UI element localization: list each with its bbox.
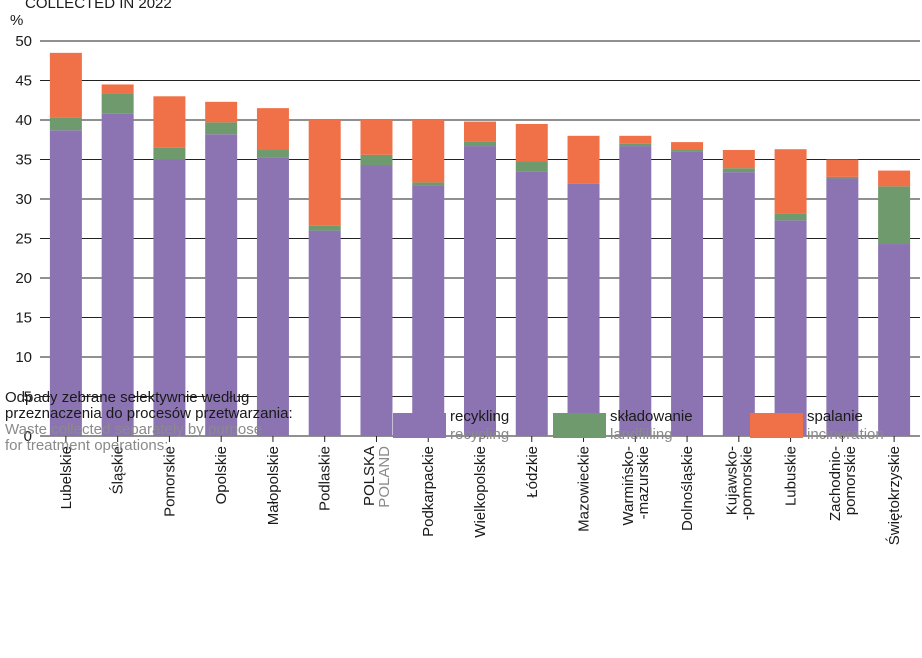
bar-segment: [826, 176, 859, 179]
bar-segment: [774, 149, 807, 214]
bar-segment: [619, 135, 652, 144]
y-tick-label: 10: [15, 349, 32, 366]
bar-segment: [722, 150, 755, 169]
top-text: COLLECTED IN 2022: [25, 0, 172, 12]
bar-segment: [49, 117, 82, 131]
y-tick-label: 40: [15, 112, 32, 129]
legend-swatch: [553, 413, 606, 438]
bar-segment: [205, 122, 238, 135]
bar-segment: [308, 225, 341, 231]
x-tick-label: Łódzkie: [524, 446, 541, 498]
bar-segment: [464, 121, 496, 142]
bar-segment: [256, 108, 289, 151]
x-tick-label: Opolskie: [213, 446, 230, 504]
bar-segment: [878, 244, 911, 436]
x-tick-label: -pomorskie: [738, 446, 755, 520]
bar-segment: [412, 182, 445, 186]
x-tick-label: Podkarpackie: [420, 446, 437, 537]
bar-segment: [515, 171, 548, 436]
bar-segment: [256, 150, 289, 158]
y-tick-label: 20: [15, 270, 32, 287]
bar-segment: [515, 123, 548, 162]
legend-label-en: recycling: [450, 426, 509, 443]
y-tick-label: 45: [15, 73, 32, 90]
x-tick-label: pomorskie: [842, 446, 859, 515]
legend-title: for treatment operations:: [5, 437, 168, 454]
bar-segment: [619, 143, 652, 147]
bar-segment: [205, 101, 238, 123]
y-tick-label: 15: [15, 310, 32, 327]
bar-segment: [567, 183, 600, 184]
bar-segment: [153, 159, 186, 436]
bar-segment: [671, 142, 704, 151]
x-tick-label: Warmińsko-: [620, 446, 637, 525]
bar-segment: [464, 141, 496, 147]
x-tick-label: Lubelskie: [58, 446, 75, 509]
x-tick-label: Kujawsko-: [723, 446, 740, 515]
bar-segment: [567, 135, 600, 184]
bar-segment: [464, 146, 496, 436]
y-tick-label: 25: [15, 231, 32, 248]
bar-segment: [412, 120, 445, 183]
legend-swatch: [750, 413, 803, 438]
bar-segment: [671, 150, 704, 152]
bar-segment: [308, 120, 341, 226]
x-tick-label: Świętokrzyskie: [885, 446, 903, 545]
bar-segment: [722, 168, 755, 173]
bar-segment: [49, 130, 82, 436]
x-tick-label: Dolnośląskie: [679, 446, 696, 531]
bar-segment: [101, 113, 134, 437]
y-tick-label: 5: [24, 389, 32, 406]
x-tick-label: Pomorskie: [161, 446, 178, 517]
x-tick-label: POLSKA: [361, 446, 378, 506]
legend-swatch: [393, 413, 446, 438]
bar-segment: [49, 52, 82, 118]
bar-segment: [774, 220, 807, 436]
legend-label-en: landfilling: [610, 426, 673, 443]
bar-segment: [515, 161, 548, 172]
bar-segment: [826, 178, 859, 436]
bar-segment: [567, 183, 600, 436]
bar-segment: [205, 134, 238, 436]
legend-title: Odpady zebrane selektywnie według: [5, 389, 249, 406]
bar-segment: [774, 213, 807, 221]
x-tick-label: Lubuskie: [783, 446, 800, 506]
bar-segment: [412, 185, 445, 436]
x-tick-label: Mazowieckie: [576, 446, 593, 532]
bar-segment: [101, 84, 134, 94]
legend-label: składowanie: [610, 408, 693, 425]
legend-title: przeznaczenia do procesów przetwarzania:: [5, 405, 293, 422]
bar-segment: [722, 172, 755, 436]
legend-label: spalanie: [807, 408, 863, 425]
bar-segment: [826, 159, 859, 177]
bar-segment: [101, 93, 134, 114]
bar-segment: [153, 96, 186, 148]
y-tick-label: 30: [15, 191, 32, 208]
bar-segment: [308, 230, 341, 436]
x-tick-label: Zachodnio-: [827, 446, 844, 521]
x-tick-label: Wielkopolskie: [472, 446, 489, 538]
y-unit: %: [10, 12, 23, 29]
legend-title: Waste collected separately by purpose: [5, 421, 262, 438]
x-tick-label: -mazurskie: [635, 446, 652, 519]
y-tick-label: 0: [24, 428, 32, 445]
legend-label: recykling: [450, 408, 509, 425]
bar-segment: [360, 120, 393, 155]
legend-label-en: incineration: [807, 426, 884, 443]
bar-segment: [619, 146, 652, 436]
bar-segment: [360, 165, 393, 436]
y-tick-label: 50: [15, 33, 32, 50]
x-tick-label: Śląskie: [109, 446, 127, 494]
bar-segment: [878, 170, 911, 187]
bar-segment: [878, 186, 911, 245]
x-tick-label: Małopolskie: [265, 446, 282, 525]
y-tick-label: 35: [15, 152, 32, 169]
bar-segment: [256, 157, 289, 437]
bar-segment: [671, 151, 704, 436]
bar-segment: [153, 147, 186, 160]
x-tick-label: POLAND: [376, 446, 393, 508]
bar-segment: [360, 154, 393, 166]
x-tick-label: Podlaskie: [317, 446, 334, 511]
